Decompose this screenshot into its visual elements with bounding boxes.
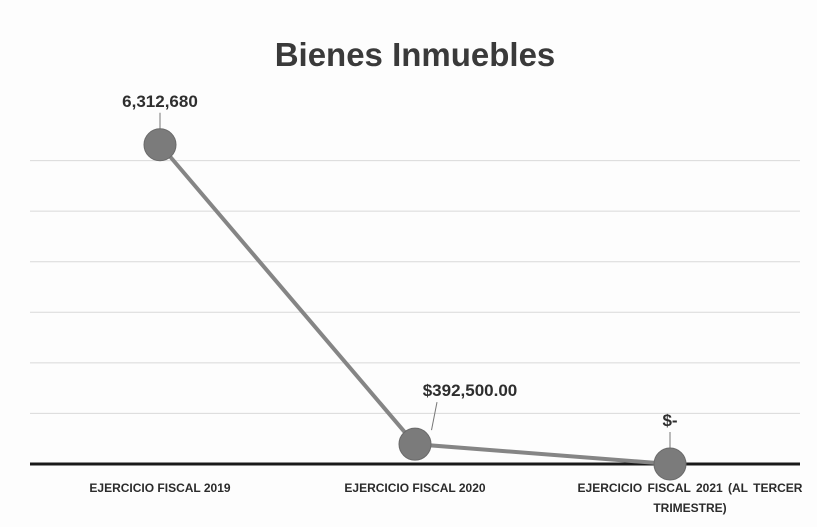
data-label: 6,312,680 [122,92,198,111]
data-point [653,447,687,481]
chart-title: Bienes Inmuebles [275,36,556,73]
data-point [143,128,177,162]
x-tick-label: EJERCICIO FISCAL 2020 [344,481,486,495]
x-tick-label: EJERCICIO FISCAL 2019 [89,481,231,495]
data-label: $- [662,411,677,430]
x-tick-label: EJERCICIO FISCAL 2021 (AL TERCER TRIMEST… [577,481,803,515]
data-point [398,427,432,461]
data-label: $392,500.00 [423,381,518,400]
data-line [158,143,671,466]
leader-line [431,402,438,431]
